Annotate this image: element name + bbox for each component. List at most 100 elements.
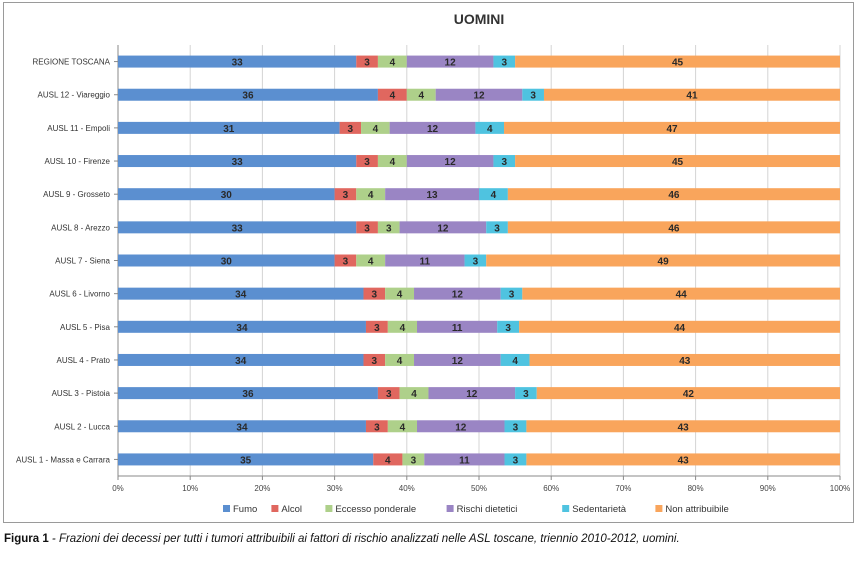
bar-segment-fumo (118, 287, 364, 300)
data-label: 4 (487, 124, 493, 135)
data-label: 3 (343, 190, 349, 201)
category-label: AUSL 5 - Pisa (60, 323, 110, 332)
chart-title: UOMINI (454, 11, 505, 27)
data-label: 4 (385, 455, 391, 466)
data-label: 43 (679, 356, 691, 367)
data-label: 3 (530, 91, 536, 102)
category-label: AUSL 12 - Viareggio (38, 91, 111, 100)
data-label: 3 (473, 257, 479, 268)
category-label: AUSL 3 - Pistoia (52, 389, 111, 398)
bar-segment-non-attribuibile (526, 420, 840, 433)
bar-segment-alcol (365, 420, 388, 433)
bar-segment-alcol (363, 287, 386, 300)
data-label: 3 (386, 389, 392, 400)
bar-segment-sedentariet (497, 320, 520, 333)
bar-segment-fumo (118, 320, 366, 333)
data-label: 4 (373, 124, 379, 135)
bar-segment-rischi-dietetici (414, 353, 501, 366)
bar-segment-fumo (118, 155, 357, 168)
bar-segment-sedentariet (500, 287, 523, 300)
data-label: 45 (672, 58, 684, 69)
bar-segment-non-attribuibile (515, 155, 840, 168)
data-label: 35 (240, 455, 252, 466)
data-label: 3 (411, 455, 417, 466)
bar-segment-fumo (118, 387, 378, 400)
legend-label: Rischi dietetici (457, 504, 518, 515)
bar-segment-alcol (373, 453, 403, 466)
data-label: 12 (427, 124, 439, 135)
data-label: 12 (455, 422, 467, 433)
x-tick-label: 50% (471, 484, 487, 493)
data-label: 43 (678, 455, 690, 466)
data-label: 4 (418, 91, 424, 102)
bar-segment-non-attribuibile (543, 88, 840, 101)
bar-segment-rischi-dietetici (385, 254, 465, 267)
bar-segment-alcol (356, 55, 378, 68)
data-label: 36 (242, 389, 254, 400)
bar-segment-non-attribuibile (519, 320, 840, 333)
data-label: 46 (668, 190, 680, 201)
category-label: AUSL 7 - Siena (55, 257, 110, 266)
data-label: 3 (364, 58, 370, 69)
x-tick-label: 20% (254, 484, 270, 493)
data-label: 3 (374, 323, 380, 334)
bar-segment-sedentariet (522, 88, 544, 101)
bar-segment-non-attribuibile (486, 254, 840, 267)
bar-segment-fumo (118, 353, 364, 366)
bar-segment-fumo (118, 88, 378, 101)
bar-segment-alcol (334, 254, 357, 267)
bar-segment-rischi-dietetici (428, 387, 516, 400)
bar-segment-non-attribuibile (522, 287, 840, 300)
data-label: 4 (397, 356, 403, 367)
bar-segment-eccesso-ponderale (356, 254, 386, 267)
data-label: 36 (242, 91, 254, 102)
bar-segment-rischi-dietetici (399, 221, 487, 234)
data-label: 3 (513, 455, 519, 466)
category-label: AUSL 6 - Livorno (49, 290, 110, 299)
data-label: 4 (400, 323, 406, 334)
bar-segment-eccesso-ponderale (406, 88, 436, 101)
bar-segment-non-attribuibile (515, 55, 840, 68)
bar-segment-alcol (377, 88, 407, 101)
legend-swatch (325, 505, 333, 512)
bar-segment-fumo (118, 121, 340, 134)
data-label: 12 (473, 91, 485, 102)
x-tick-label: 100% (830, 484, 850, 493)
data-label: 46 (668, 223, 680, 234)
x-tick-label: 10% (182, 484, 198, 493)
bar-segment-fumo (118, 420, 366, 433)
bar-segment-rischi-dietetici (406, 55, 494, 68)
bar-segment-eccesso-ponderale (385, 353, 415, 366)
x-tick-label: 60% (543, 484, 559, 493)
category-label: AUSL 10 - Firenze (44, 157, 110, 166)
legend-label: Fumo (233, 504, 257, 515)
data-label: 42 (683, 389, 695, 400)
figure-caption: Figura 1 - Frazioni dei decessi per tutt… (4, 533, 704, 546)
data-label: 4 (368, 257, 374, 268)
data-label: 11 (420, 257, 431, 268)
bar-segment-eccesso-ponderale (356, 188, 386, 201)
bar-segment-sedentariet (486, 221, 508, 234)
bar-segment-alcol (334, 188, 357, 201)
legend-label: Non attribuibile (665, 504, 728, 515)
data-label: 44 (676, 290, 688, 301)
bar-segment-alcol (339, 121, 362, 134)
category-label: AUSL 2 - Lucca (54, 422, 110, 431)
data-label: 34 (236, 323, 248, 334)
data-label: 4 (400, 422, 406, 433)
legend-swatch (271, 505, 279, 512)
bar-segment-alcol (363, 353, 386, 366)
x-tick-label: 0% (112, 484, 124, 493)
bar-segment-alcol (365, 320, 388, 333)
bar-segment-rischi-dietetici (385, 188, 479, 201)
legend-swatch (223, 505, 230, 512)
data-label: 3 (509, 290, 515, 301)
legend-label: Sedentarietà (572, 504, 627, 515)
bar-segment-fumo (118, 55, 357, 68)
category-label: REGIONE TOSCANA (33, 58, 111, 67)
data-label: 3 (364, 223, 370, 234)
data-label: 3 (374, 422, 380, 433)
data-label: 12 (452, 290, 464, 301)
data-label: 4 (390, 157, 396, 168)
data-label: 4 (390, 91, 396, 102)
